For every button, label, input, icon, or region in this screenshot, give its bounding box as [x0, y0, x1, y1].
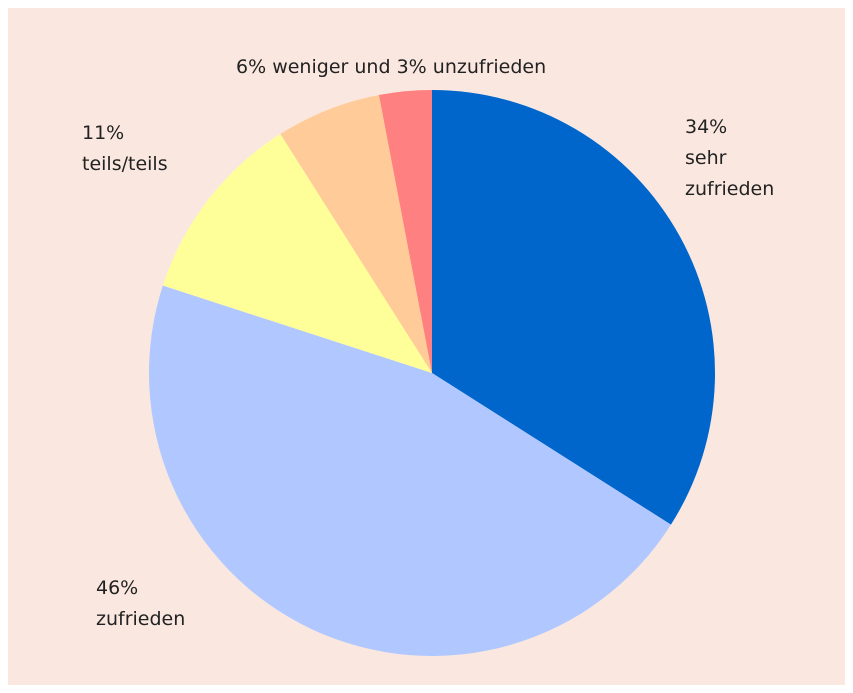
slice-value-label: 34%	[685, 116, 728, 138]
slice-value-label: 3%	[396, 56, 427, 78]
slice-category-label: teils/teils	[82, 153, 168, 175]
pie-slice	[378, 90, 432, 373]
slice-category-label: zufrieden	[96, 608, 186, 630]
slice-value-label: 6%	[236, 56, 267, 78]
slice-label: 46% zufrieden	[96, 573, 256, 635]
slice-label: 34% sehr zufrieden	[685, 112, 795, 205]
pie-slice	[432, 90, 715, 525]
slice-category-label: unzufrieden	[432, 56, 547, 78]
pie-slice	[148, 285, 671, 657]
slice-category-label: sehr zufrieden	[685, 147, 775, 200]
slice-label: 11% teils/teils	[82, 118, 222, 180]
slice-label: 6% weniger und 3% unzufrieden	[236, 52, 546, 83]
label-joiner: und	[354, 56, 391, 78]
slice-value-label: 46%	[96, 577, 139, 599]
pie-slice	[162, 134, 432, 373]
slice-value-label: 11%	[82, 122, 125, 144]
slice-category-label: weniger	[272, 56, 349, 78]
pie-slice	[280, 95, 432, 374]
